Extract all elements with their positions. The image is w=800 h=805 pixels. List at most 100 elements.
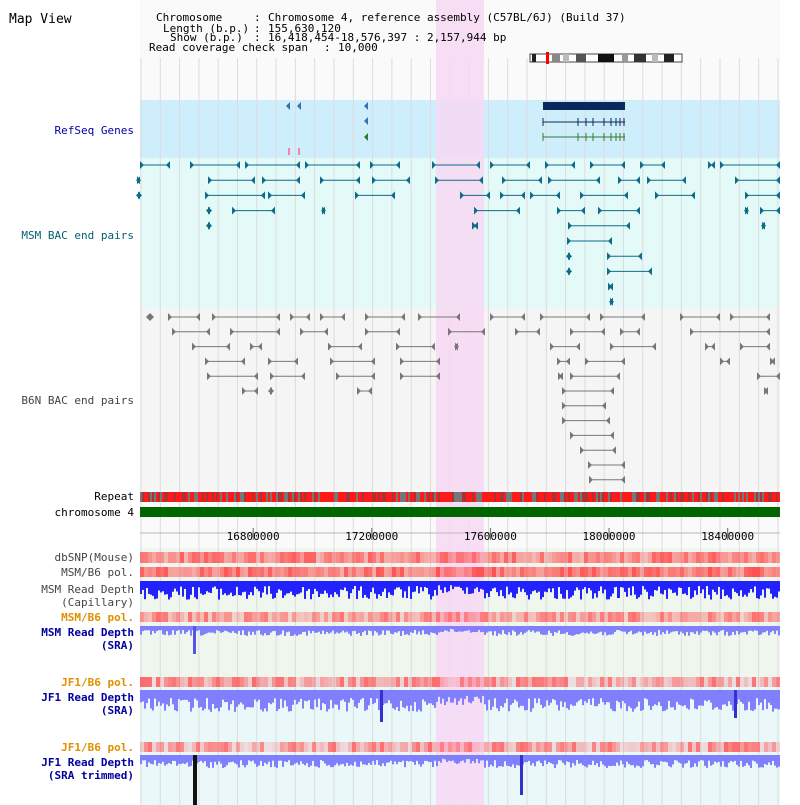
msm-bac-end[interactable] [251, 176, 255, 185]
jf1-b6-pol-label-2[interactable]: JF1/B6 pol. [61, 741, 134, 754]
b6n-bac-end[interactable] [365, 313, 369, 321]
b6n-bac-end[interactable] [320, 313, 324, 321]
chromosome-ideogram[interactable] [529, 52, 683, 64]
msm-bac-end[interactable] [490, 161, 494, 169]
msm-bac-end[interactable] [406, 176, 410, 185]
b6n-bac-end[interactable] [740, 342, 744, 351]
b6n-bac-end[interactable] [562, 401, 566, 410]
msm-bac-end[interactable] [320, 176, 324, 185]
b6n-bac-end[interactable] [562, 416, 566, 425]
msm-bac-end[interactable] [370, 161, 374, 169]
b6n-bac-end[interactable] [212, 313, 216, 321]
b6n-bac-end[interactable] [766, 313, 770, 321]
msm-bac-end[interactable] [581, 206, 585, 215]
b6n-bac-end[interactable] [716, 313, 720, 321]
b6n-bac-end[interactable] [570, 372, 574, 381]
b6n-bac-end[interactable] [400, 372, 404, 381]
msm-bac-end[interactable] [626, 221, 630, 230]
b6n-bac-end[interactable] [371, 372, 375, 381]
b6n-bac-end[interactable] [636, 327, 640, 336]
b6n-bac-end[interactable] [324, 327, 328, 336]
b6n-bac-end[interactable] [301, 372, 305, 381]
msm-bac-end[interactable] [396, 161, 400, 169]
b6n-bac-end[interactable] [540, 313, 544, 321]
msm-bac-end[interactable] [735, 176, 739, 185]
b6n-bac-end[interactable] [612, 446, 616, 455]
msm-bac-end[interactable] [262, 176, 266, 185]
msm-bac-end[interactable] [776, 176, 780, 185]
b6n-bac-end[interactable] [300, 327, 304, 336]
b6n-bac-end[interactable] [680, 313, 684, 321]
jf1-depth-trimmed-label[interactable]: JF1 Read Depth [41, 756, 134, 769]
msm-bac-end[interactable] [460, 191, 464, 200]
msm-bac-end[interactable] [166, 161, 170, 169]
b6n-bac-end[interactable] [589, 475, 593, 484]
refseq-gene-marker[interactable] [286, 102, 290, 110]
b6n-bac-end[interactable] [771, 357, 775, 366]
msm-bac-end[interactable] [271, 206, 275, 215]
msm-bac-end[interactable] [655, 191, 659, 200]
b6n-bac-end[interactable] [585, 357, 589, 366]
b6n-bac-end[interactable] [206, 327, 210, 336]
msm-bac-end[interactable] [205, 191, 209, 200]
msm-bac-end[interactable] [372, 176, 376, 185]
b6n-bac-end[interactable] [205, 357, 209, 366]
b6n-bac-end[interactable] [720, 357, 724, 366]
b6n-bac-end[interactable] [652, 342, 656, 351]
msm-bac-end[interactable] [760, 206, 764, 215]
msm-bac-end[interactable] [268, 191, 272, 200]
b6n-bac-end[interactable] [515, 327, 519, 336]
msm-bac-end[interactable] [618, 176, 622, 185]
msm-bac-end[interactable] [435, 176, 439, 185]
msm-bac-end[interactable] [638, 252, 642, 261]
b6n-bac-end[interactable] [250, 342, 254, 351]
b6n-bac-end[interactable] [150, 313, 154, 321]
msm-bac-end[interactable] [648, 267, 652, 276]
msm-bac-end[interactable] [621, 161, 625, 169]
refseq-gene-block[interactable] [543, 102, 625, 110]
msm-bac-end[interactable] [566, 252, 570, 261]
b6n-bac-end[interactable] [580, 446, 584, 455]
msm-bac-end[interactable] [474, 206, 478, 215]
jf1-b6-pol-label[interactable]: JF1/B6 pol. [61, 676, 134, 689]
b6n-bac-end[interactable] [521, 313, 525, 321]
msm-bac-end[interactable] [571, 161, 575, 169]
b6n-bac-end[interactable] [766, 327, 770, 336]
b6n-bac-end[interactable] [226, 342, 230, 351]
b6n-bac-end[interactable] [196, 313, 200, 321]
msm-bac-end[interactable] [745, 191, 749, 200]
msm-bac-end[interactable] [479, 176, 483, 185]
msm-bac-end[interactable] [232, 206, 236, 215]
b6n-bac-end[interactable] [566, 357, 570, 366]
b6n-bac-end[interactable] [454, 342, 458, 351]
msm-b6-pol-label-2[interactable]: MSM/B6 pol. [61, 611, 134, 624]
b6n-bac-end[interactable] [705, 342, 709, 351]
refseq-gene-marker[interactable] [364, 133, 368, 141]
msm-bac-end[interactable] [526, 161, 530, 169]
msm-bac-end[interactable] [609, 297, 613, 306]
b6n-bac-end[interactable] [690, 327, 694, 336]
b6n-bac-end[interactable] [448, 327, 452, 336]
msm-bac-end[interactable] [140, 161, 144, 169]
msm-bac-end[interactable] [486, 191, 490, 200]
b6n-bac-track-label[interactable]: B6N BAC end pairs [21, 394, 134, 407]
b6n-bac-end[interactable] [711, 342, 715, 351]
msm-bac-end[interactable] [567, 237, 571, 245]
msm-bac-end[interactable] [296, 161, 300, 169]
msm-bac-end[interactable] [761, 221, 765, 230]
msm-bac-end[interactable] [548, 176, 552, 185]
msm-b6-pol-label[interactable]: MSM/B6 pol. [61, 566, 134, 579]
msm-bac-end[interactable] [640, 161, 644, 169]
msm-bac-end[interactable] [545, 161, 549, 169]
msm-bac-end[interactable] [776, 206, 780, 215]
msm-bac-end[interactable] [607, 252, 611, 261]
msm-bac-end[interactable] [296, 176, 300, 185]
b6n-bac-end[interactable] [192, 342, 196, 351]
b6n-bac-end[interactable] [620, 327, 624, 336]
msm-bac-end[interactable] [538, 176, 542, 185]
msm-bac-end[interactable] [136, 176, 140, 185]
msm-bac-end[interactable] [661, 161, 665, 169]
refseq-gene-features[interactable] [286, 102, 625, 155]
b6n-bac-end[interactable] [776, 372, 780, 381]
msm-bac-end[interactable] [682, 176, 686, 185]
